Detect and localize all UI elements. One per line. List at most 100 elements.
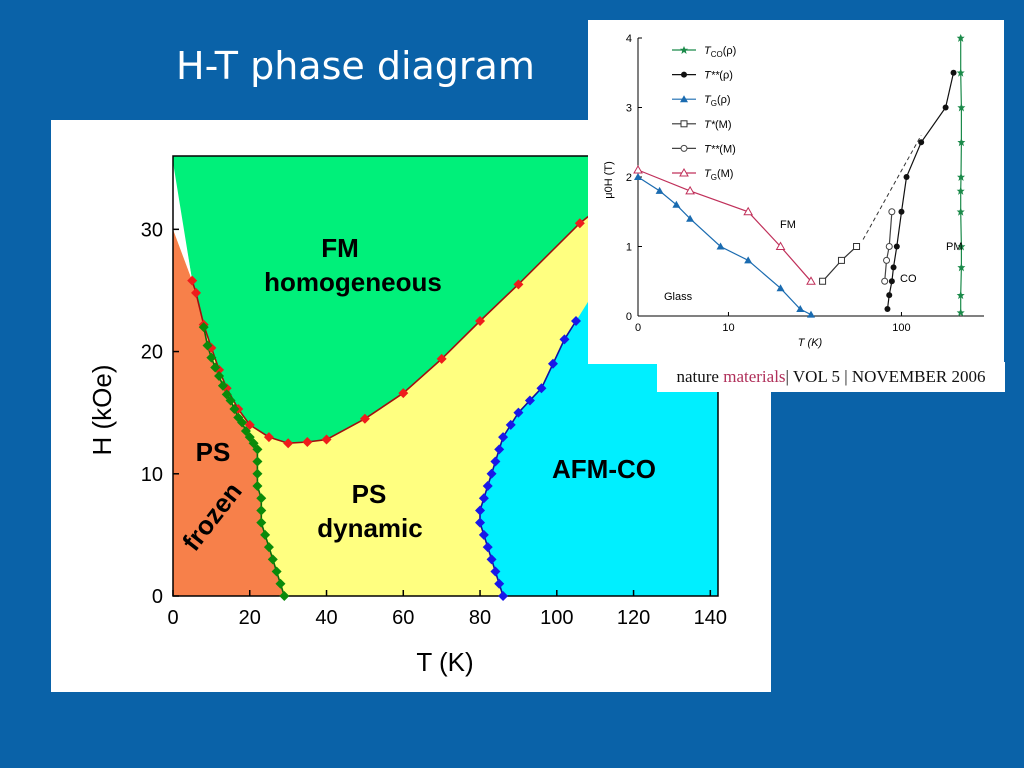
- blue-diamond-marker: [475, 505, 486, 516]
- inset-series-marker: [633, 165, 643, 174]
- green-diamond-marker: [267, 554, 278, 565]
- green-diamond-marker: [252, 456, 263, 467]
- ps-dynamic-label: PS: [352, 479, 387, 509]
- inset-series-marker: [903, 174, 910, 180]
- inset-legend-label: TG(ρ): [704, 94, 731, 108]
- inset-series-line: [886, 72, 955, 310]
- inset-series-marker: [807, 310, 815, 318]
- green-diamond-marker: [279, 591, 290, 601]
- blue-diamond-marker: [498, 591, 509, 601]
- inset-series-marker: [898, 208, 905, 215]
- red-diamond-marker: [436, 353, 447, 364]
- inset-legend-label: T**(M): [704, 143, 736, 155]
- citation-volume-date: | VOL 5 | NOVEMBER 2006: [785, 367, 986, 386]
- red-diamond-marker: [321, 434, 332, 445]
- inset-figure-panel: 0 1 2 3 4 10 100 0 T (K) μ0H (T) TCO(ρ) T**(ρ) TG(ρ…: [588, 20, 1004, 364]
- inset-series-marker: [918, 139, 925, 146]
- inset-x-origin-label: 0: [635, 322, 641, 334]
- inset-region-label: PM: [946, 241, 963, 253]
- inset-legend-marker: [679, 167, 689, 177]
- inset-series-marker: [881, 277, 889, 285]
- inset-series-marker: [888, 278, 895, 285]
- x-tick-label: 120: [617, 607, 650, 629]
- white-wedge: [173, 156, 193, 281]
- inset-series-line: [884, 211, 893, 282]
- green-diamond-marker: [202, 340, 213, 351]
- inset-series-marker: [819, 277, 827, 285]
- x-tick-label: 40: [315, 607, 337, 629]
- blue-diamond-marker: [475, 517, 486, 528]
- legend-main: T: [704, 45, 712, 57]
- inset-series-marker: [775, 241, 786, 250]
- blue-diamond-marker: [498, 432, 509, 443]
- green-diamond-marker: [225, 395, 236, 406]
- red-diamond-marker: [475, 316, 486, 326]
- inset-series-marker: [886, 292, 893, 299]
- inset-legend-marker: [680, 46, 688, 54]
- x-tick-label: 140: [694, 607, 727, 629]
- inset-series-marker: [957, 103, 966, 112]
- legend-main: T*: [704, 119, 716, 131]
- inset-series-marker: [957, 138, 966, 147]
- blue-diamond-marker: [513, 407, 524, 418]
- inset-region-label: FM: [780, 219, 796, 231]
- inset-y-tick-label: 4: [626, 33, 632, 45]
- inset-series-marker: [885, 243, 893, 250]
- x-tick-label: 100: [540, 607, 573, 629]
- inset-series-marker: [942, 104, 949, 111]
- inset-series-marker: [884, 306, 891, 313]
- inset-series-marker: [776, 284, 785, 292]
- blue-diamond-marker: [482, 542, 493, 553]
- blue-diamond-marker: [547, 358, 558, 369]
- inset-x-tick-label: 100: [892, 322, 910, 334]
- inset-x-tick-label: 10: [722, 322, 734, 334]
- inset-series-marker: [893, 243, 900, 250]
- inset-series-marker: [957, 173, 966, 181]
- inset-series-marker: [806, 276, 816, 285]
- green-diamond-marker: [237, 417, 248, 428]
- inset-series-marker: [957, 242, 966, 251]
- inset-region-label: Glass: [664, 291, 693, 303]
- green-diamond-marker: [263, 542, 274, 553]
- green-diamond-marker: [206, 352, 217, 363]
- green-diamond-marker: [275, 578, 286, 589]
- inset-y-tick-label: 1: [626, 242, 632, 254]
- inset-y-tick-label: 2: [626, 172, 632, 184]
- inset-series-marker: [796, 305, 805, 313]
- inset-y-tick-label: 0: [626, 311, 632, 323]
- inset-series-marker: [685, 185, 695, 195]
- red-diamond-marker: [513, 279, 524, 290]
- legend-main: T**: [704, 70, 720, 82]
- legend-rest: (M): [715, 119, 732, 131]
- inset-series-marker: [743, 206, 754, 216]
- green-diamond-marker: [252, 444, 263, 455]
- inset-legend-marker: [680, 95, 688, 103]
- green-diamond-marker: [252, 481, 263, 491]
- x-tick-label: 0: [167, 607, 178, 629]
- red-diamond-marker: [574, 218, 585, 229]
- y-tick-label: 10: [141, 464, 163, 486]
- green-diamond-marker: [229, 404, 240, 414]
- inset-series-marker: [956, 68, 965, 77]
- inset-legend-label: T*(M): [704, 119, 732, 131]
- x-axis-label: T (K): [416, 647, 473, 677]
- legend-main: T**: [704, 143, 720, 155]
- slide-title: H-T phase diagram: [176, 44, 535, 88]
- green-diamond-marker: [214, 371, 225, 381]
- inset-series-marker: [956, 291, 965, 300]
- legend-sub: CO: [711, 50, 723, 59]
- inset-legend-label: TG(M): [704, 168, 733, 182]
- blue-diamond-marker: [478, 529, 489, 540]
- x-tick-label: 60: [392, 607, 414, 629]
- inset-series-marker: [950, 69, 957, 76]
- green-diamond-marker: [198, 322, 209, 333]
- inset-series-marker: [686, 214, 695, 222]
- y-tick-label: 20: [141, 342, 163, 364]
- inset-series-marker: [888, 208, 896, 216]
- y-tick-label: 30: [141, 219, 163, 241]
- ps-frozen-label: PS: [196, 437, 231, 467]
- inset-region-label: CO: [900, 273, 917, 285]
- legend-sub: G: [711, 99, 717, 108]
- blue-diamond-marker: [559, 334, 570, 345]
- blue-diamond-marker: [486, 468, 497, 479]
